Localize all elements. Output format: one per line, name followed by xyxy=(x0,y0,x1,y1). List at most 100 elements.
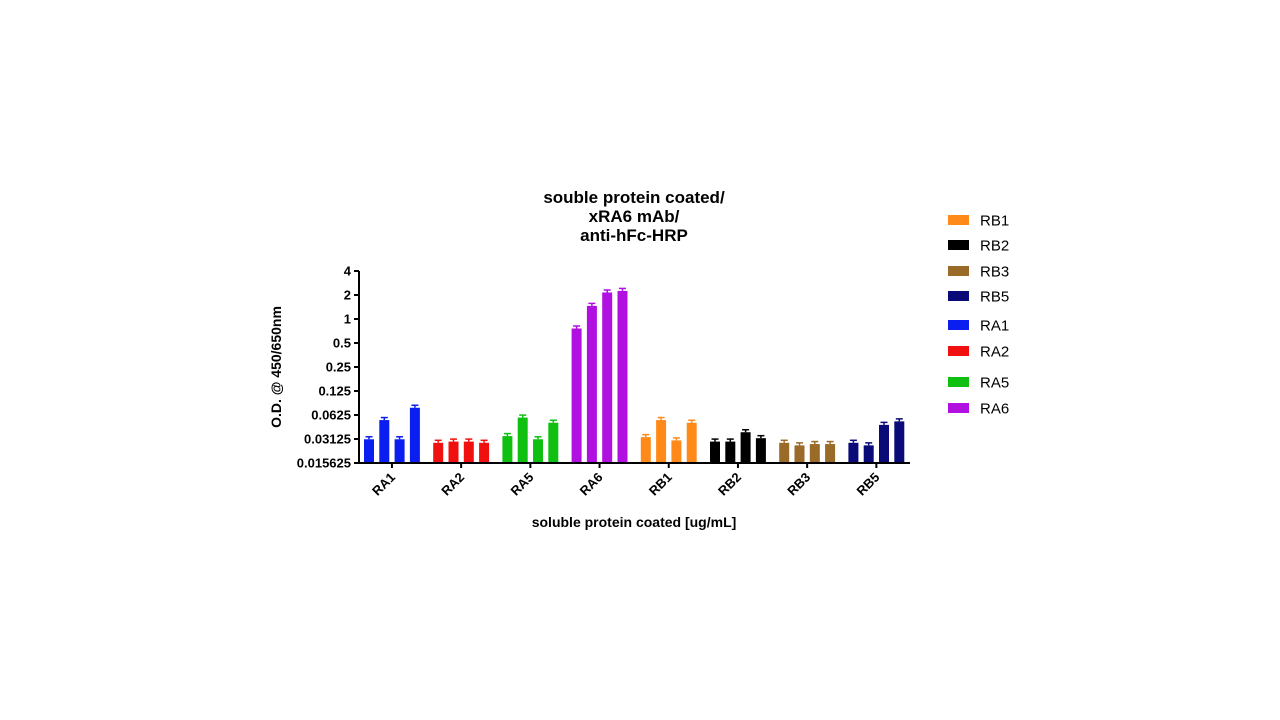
bar xyxy=(617,290,628,463)
x-tick-label: RA5 xyxy=(507,470,536,499)
legend-item-rb1: RB1 xyxy=(948,213,1009,230)
bar-group-rb1 xyxy=(640,416,697,463)
error-bar xyxy=(780,439,788,443)
bar xyxy=(755,438,766,463)
bar xyxy=(571,328,582,463)
bar-group-rb3 xyxy=(779,439,836,463)
error-bar xyxy=(895,418,903,422)
legend-label: RB3 xyxy=(980,264,1009,281)
bar xyxy=(533,439,543,463)
bar xyxy=(848,442,859,463)
bar xyxy=(409,407,420,463)
bar xyxy=(602,292,613,463)
legend-item-rb5: RB5 xyxy=(948,289,1009,306)
bar xyxy=(548,422,559,463)
bar xyxy=(686,422,697,463)
x-tick-label: RB2 xyxy=(715,470,744,499)
error-bar xyxy=(396,436,404,440)
bar xyxy=(394,439,405,463)
legend-label: RA5 xyxy=(980,375,1009,392)
bar xyxy=(586,305,597,463)
error-bar xyxy=(657,416,665,421)
x-tick-label: RA2 xyxy=(438,470,467,499)
error-bar xyxy=(796,442,803,446)
legend-item-rb3: RB3 xyxy=(948,264,1009,281)
error-bar xyxy=(880,421,888,425)
bar-group-ra2 xyxy=(433,438,490,463)
error-bar xyxy=(519,414,527,418)
error-bar xyxy=(849,439,857,443)
error-bar xyxy=(465,438,473,442)
y-tick-label: 0.125 xyxy=(318,384,351,399)
x-axis-ticks: RA1 RA2 RA5 RA6 RB1 RB2 RB3 RB5 xyxy=(369,463,882,499)
bar xyxy=(710,441,720,463)
error-bar xyxy=(411,404,419,408)
bar xyxy=(879,424,889,463)
bar xyxy=(364,439,374,463)
bar xyxy=(863,445,874,463)
legend-label: RA1 xyxy=(980,318,1009,335)
bar-group-rb2 xyxy=(710,428,766,463)
legend-swatch xyxy=(948,215,969,225)
y-tick-label: 0.0625 xyxy=(311,408,351,423)
legend-swatch xyxy=(948,240,969,250)
x-tick-label: RA1 xyxy=(369,470,398,499)
error-bar xyxy=(811,440,819,445)
error-bar xyxy=(573,325,581,329)
error-bar xyxy=(603,289,611,293)
y-tick-label: 4 xyxy=(344,264,352,279)
chart-title-line: souble protein coated/ xyxy=(543,188,725,207)
legend-item-ra1: RA1 xyxy=(948,318,1009,335)
chart-title-line: xRA6 mAb/ xyxy=(589,207,680,226)
legend-swatch xyxy=(948,346,969,356)
error-bar xyxy=(688,419,696,423)
legend-label: RB1 xyxy=(980,213,1009,230)
error-bar xyxy=(549,419,557,423)
bar xyxy=(502,436,513,463)
bar xyxy=(640,437,651,463)
bar xyxy=(656,420,667,463)
error-bar xyxy=(365,436,373,440)
error-bar xyxy=(619,287,626,291)
bar-group-ra6 xyxy=(571,287,628,463)
bar xyxy=(809,444,820,463)
x-axis-label: soluble protein coated [ug/mL] xyxy=(532,514,737,530)
bar xyxy=(779,442,790,463)
x-tick-label: RB3 xyxy=(784,470,813,499)
bar xyxy=(433,442,444,463)
bar xyxy=(517,417,528,463)
legend: RB1 RB2 RB3 RB5 RA1 RA2 RA5 RA6 xyxy=(948,213,1009,418)
x-tick-label: RB1 xyxy=(646,470,675,499)
axes xyxy=(358,271,910,464)
y-tick-label: 0.03125 xyxy=(304,432,351,447)
error-bar xyxy=(757,434,765,439)
y-axis-ticks: 4 2 1 0.5 0.25 0.125 0.0625 0.03125 0.015625 xyxy=(297,264,359,471)
error-bar xyxy=(434,439,442,443)
bar xyxy=(725,441,736,463)
y-axis-label: O.D. @ 450/650nm xyxy=(268,306,284,428)
bar xyxy=(740,432,751,463)
legend-item-rb2: RB2 xyxy=(948,238,1009,255)
y-tick-label: 0.015625 xyxy=(297,456,351,471)
error-bar xyxy=(588,302,596,306)
x-tick-label: RB5 xyxy=(853,470,882,499)
bar xyxy=(894,421,905,463)
bar xyxy=(463,441,474,463)
error-bar xyxy=(726,438,734,442)
error-bar xyxy=(642,433,650,438)
y-tick-label: 0.5 xyxy=(333,336,351,351)
bar xyxy=(671,440,682,463)
bars xyxy=(364,287,905,463)
legend-label: RB5 xyxy=(980,289,1009,306)
chart-title-line: anti-hFc-HRP xyxy=(580,226,688,245)
bar xyxy=(448,441,459,463)
legend-item-ra6: RA6 xyxy=(948,401,1009,418)
bar xyxy=(479,442,490,463)
error-bar xyxy=(380,416,388,421)
legend-item-ra2: RA2 xyxy=(948,344,1009,361)
error-bar xyxy=(742,428,750,433)
error-bar xyxy=(450,438,457,442)
bar-group-ra1 xyxy=(364,404,420,463)
legend-item-ra5: RA5 xyxy=(948,375,1009,392)
